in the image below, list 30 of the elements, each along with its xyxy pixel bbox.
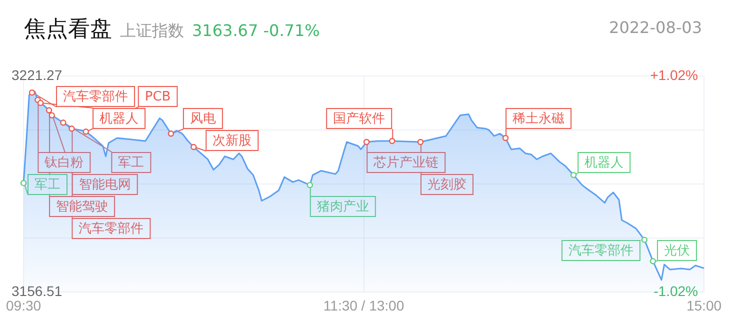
data-label: 汽车零部件: [63, 89, 128, 104]
chart-subtitle: 上证指数: [120, 21, 184, 42]
y-tick-label: 3221.27: [12, 66, 62, 83]
x-tick-label: 09:30: [6, 297, 42, 314]
y-tick-label: 3156.51: [12, 283, 62, 300]
data-label: 智能电网: [78, 177, 131, 192]
data-label: 猪肉产业: [316, 199, 369, 214]
data-label: 机器人: [100, 111, 139, 126]
text: 2022-08-03: [609, 18, 702, 37]
data-label: 光刻胶: [427, 177, 466, 192]
text: 3163.67 -0.71%: [192, 21, 320, 40]
data-label: 军工: [34, 177, 61, 192]
data-label: 芯片产业链: [372, 155, 439, 170]
data-label: 汽车零部件: [78, 221, 144, 236]
y2-tick-label: -1.02%: [654, 283, 698, 300]
data-label: 风电: [190, 111, 216, 126]
data-label: 机器人: [584, 155, 624, 170]
data-label: 智能驾驶: [56, 199, 108, 214]
data-label: 国产软件: [333, 111, 386, 126]
chart-title: 焦点看盘: [24, 16, 112, 44]
data-label: 稀土永磁: [512, 110, 565, 126]
x-tick-label: 11:30 / 13:00: [323, 297, 404, 314]
data-label: 军工: [118, 155, 144, 170]
data-label: 光伏: [664, 243, 690, 258]
data-label: 钛白粉: [44, 155, 84, 170]
data-label: PCB: [144, 89, 171, 104]
data-label: 次新股: [212, 133, 252, 148]
y2-tick-label: +1.02%: [650, 66, 698, 83]
data-label: 汽车零部件: [568, 243, 634, 258]
x-tick-label: 15:00: [686, 297, 722, 314]
